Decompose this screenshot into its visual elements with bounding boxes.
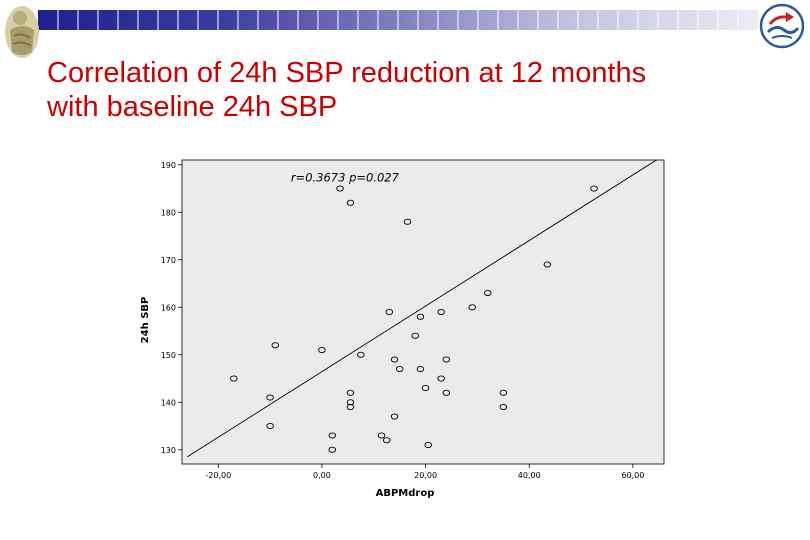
regression-line	[186, 160, 658, 458]
data-point	[357, 351, 365, 358]
data-point	[336, 185, 344, 192]
data-point	[390, 413, 399, 420]
y-tick-label: 170	[161, 256, 176, 265]
data-point	[416, 313, 425, 320]
y-tick-label: 150	[161, 351, 176, 360]
data-point	[390, 356, 399, 363]
data-point	[437, 375, 445, 382]
x-tick-label: 60,00	[621, 471, 644, 480]
data-point	[385, 308, 394, 316]
data-point	[442, 389, 451, 396]
data-point	[271, 342, 280, 349]
data-point	[377, 432, 386, 439]
data-point	[230, 375, 238, 382]
data-point	[346, 389, 355, 396]
slide-title-line-1: Correlation of 24h SBP reduction at 12 m…	[47, 57, 647, 89]
data-point	[266, 422, 274, 430]
slide-title-line-2: with baseline 24h SBP	[47, 91, 338, 123]
scatter-plot-svg: 130 140 150 160 170 180 190 -20,00 0,00 20,00 40,…	[140, 159, 665, 499]
data-point	[468, 304, 476, 311]
x-tick-label: 0,00	[313, 471, 331, 480]
statue-logo-icon	[0, 0, 44, 62]
data-point	[442, 356, 451, 363]
data-point	[328, 432, 337, 439]
y-tick-label: 130	[161, 446, 176, 455]
data-point	[499, 403, 508, 411]
data-point	[543, 261, 552, 268]
data-point	[266, 394, 274, 401]
data-point	[411, 332, 419, 339]
data-point	[590, 185, 598, 192]
data-point	[395, 365, 404, 373]
header-gradient-band	[38, 8, 758, 34]
data-point	[421, 384, 430, 392]
society-emblem-icon	[756, 2, 808, 50]
data-point	[382, 437, 391, 444]
x-axis-label: ABPMdrop	[376, 488, 435, 499]
data-point	[437, 308, 445, 316]
scatter-chart: 130 140 150 160 170 180 190 -20,00 0,00 20,00 40,…	[132, 152, 672, 502]
data-point	[403, 218, 412, 225]
data-point	[346, 399, 355, 406]
plot-area	[181, 159, 665, 465]
y-tick-label: 140	[161, 398, 176, 407]
x-tick-label: 40,00	[518, 471, 541, 480]
y-tick-label: 160	[161, 303, 176, 312]
data-point	[499, 389, 508, 396]
correlation-annotation: r=0.3673 p=0.027	[291, 170, 400, 184]
y-tick-label: 190	[161, 161, 176, 170]
data-point	[346, 199, 355, 206]
data-point	[328, 446, 337, 453]
data-point	[484, 289, 492, 297]
data-point	[346, 403, 355, 411]
data-point	[416, 365, 425, 373]
x-tick-label: -20,00	[205, 471, 231, 480]
x-tick-label: 20,00	[414, 471, 437, 480]
data-point	[318, 346, 326, 354]
y-axis-label: 24h SBP	[140, 297, 151, 344]
data-point	[424, 441, 432, 449]
slide-title: Correlation of 24h SBP reduction at 12 m…	[47, 56, 747, 124]
y-tick-label: 180	[161, 208, 176, 217]
